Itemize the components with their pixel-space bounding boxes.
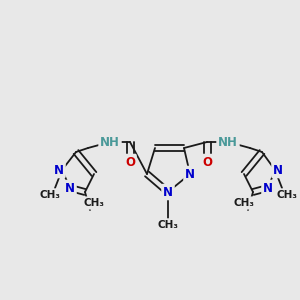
Text: CH₃: CH₃ (40, 190, 61, 200)
Text: N: N (163, 185, 173, 199)
Text: N: N (263, 182, 273, 194)
Text: O: O (125, 155, 135, 169)
Text: N: N (54, 164, 64, 176)
Text: N: N (185, 167, 195, 181)
Text: CH₃: CH₃ (233, 198, 254, 208)
Text: N: N (65, 182, 75, 194)
Text: N: N (273, 164, 283, 176)
Text: CH₃: CH₃ (277, 190, 298, 200)
Text: CH₃: CH₃ (158, 220, 178, 230)
Text: CH₃: CH₃ (83, 198, 104, 208)
Text: NH: NH (100, 136, 120, 148)
Text: O: O (202, 155, 212, 169)
Text: NH: NH (218, 136, 238, 148)
